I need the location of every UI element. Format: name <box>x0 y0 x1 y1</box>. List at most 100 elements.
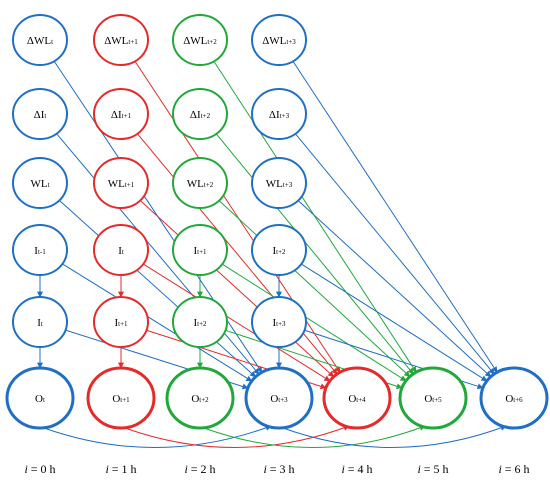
node-label: It+1 <box>193 245 207 257</box>
node-label-base: O <box>35 393 43 405</box>
node-label-base: O <box>348 393 356 405</box>
node-label-subscript: t+3 <box>278 396 288 404</box>
node-circle <box>251 296 307 348</box>
node-label-base: I <box>37 317 41 329</box>
node-WL0: WLt <box>12 157 68 209</box>
node-circle <box>93 296 149 348</box>
node-label-base: I <box>272 317 276 329</box>
node-label: Ot+5 <box>424 393 442 405</box>
node-circle <box>398 366 468 430</box>
time-label-var: i <box>263 462 266 476</box>
node-label-base: ΔI <box>190 109 201 121</box>
node-O3: Ot+3 <box>244 366 314 430</box>
node-circle <box>172 88 228 140</box>
node-label-subscript: t+4 <box>356 396 366 404</box>
node-label: It+2 <box>272 245 286 257</box>
time-label-3: i = 3 h <box>263 462 294 476</box>
edge-O0-to-O3 <box>43 425 272 448</box>
node-label: It+3 <box>272 317 286 329</box>
node-O6: Ot+6 <box>479 366 549 430</box>
node-circle <box>165 366 235 430</box>
node-label-base: O <box>270 393 278 405</box>
node-WL1: WLt+1 <box>93 157 149 209</box>
node-Ib0: It <box>12 296 68 348</box>
time-label-value: = 3 h <box>267 462 295 476</box>
node-label-base: I <box>118 245 122 257</box>
node-Ib3: It+3 <box>251 296 307 348</box>
node-O4: Ot+4 <box>322 366 392 430</box>
node-dWL3: ΔWLt+3 <box>251 14 307 66</box>
node-label: It <box>118 245 124 257</box>
edge-dI3-to-O6 <box>295 133 495 375</box>
edge-Ia0-to-O3 <box>62 263 253 382</box>
node-label-subscript: t+1 <box>122 112 132 120</box>
node-label-subscript: t <box>51 38 53 46</box>
node-label-base: WL <box>108 178 125 190</box>
time-label-0: i = 0 h <box>24 462 55 476</box>
node-Ia3: It+2 <box>251 224 307 276</box>
node-circle <box>93 88 149 140</box>
edge-WL2-to-O5 <box>218 200 411 378</box>
node-circle <box>172 157 228 209</box>
node-dWL0: ΔWLt <box>12 14 68 66</box>
time-label-2: i = 2 h <box>184 462 215 476</box>
node-label: It-1 <box>34 245 46 257</box>
node-circle <box>93 157 149 209</box>
edge-WL3-to-O6 <box>297 200 492 378</box>
node-circle <box>172 296 228 348</box>
node-label-base: I <box>193 245 197 257</box>
node-label: It+1 <box>114 317 128 329</box>
edge-dWL1-to-O4 <box>134 61 341 373</box>
node-label-subscript: t+1 <box>125 181 135 189</box>
node-label: Ot+1 <box>112 393 130 405</box>
node-label: Ot+3 <box>270 393 288 405</box>
node-label-subscript: t <box>41 320 43 328</box>
node-O1: Ot+1 <box>86 366 156 430</box>
node-label-base: I <box>114 317 118 329</box>
node-label-base: ΔWL <box>262 35 286 47</box>
time-label-var: i <box>184 462 187 476</box>
node-label: Ot+4 <box>348 393 366 405</box>
node-label-base: I <box>193 317 197 329</box>
edge-Ia2-to-O5 <box>221 263 407 382</box>
node-label-base: O <box>424 393 432 405</box>
node-label-subscript: t <box>43 396 45 404</box>
node-Ib2: It+2 <box>172 296 228 348</box>
node-label-subscript: t+1 <box>128 38 138 46</box>
node-label-subscript: t+6 <box>513 396 523 404</box>
node-label-base: I <box>34 245 38 257</box>
node-label-subscript: t+3 <box>280 112 290 120</box>
node-label-base: I <box>272 245 276 257</box>
node-label: ΔWLt <box>27 35 53 47</box>
node-label-subscript: t <box>48 181 50 189</box>
time-label-6: i = 6 h <box>498 462 529 476</box>
node-dI0: ΔIt <box>12 88 68 140</box>
node-label-subscript: t+2 <box>201 112 211 120</box>
time-label-5: i = 5 h <box>417 462 448 476</box>
time-label-var: i <box>498 462 501 476</box>
node-circle <box>244 366 314 430</box>
node-circle <box>12 224 68 276</box>
edge-dI2-to-O5 <box>215 133 414 375</box>
edge-O2-to-O5 <box>203 425 426 448</box>
node-dI1: ΔIt+1 <box>93 88 149 140</box>
node-label-subscript: t+5 <box>432 396 442 404</box>
node-label-base: O <box>505 393 513 405</box>
node-circle <box>172 224 228 276</box>
node-label-base: ΔWL <box>183 35 207 47</box>
node-label-subscript: t+1 <box>197 248 207 256</box>
node-label-base: O <box>191 393 199 405</box>
node-label-base: WL <box>187 178 204 190</box>
node-WL2: WLt+2 <box>172 157 228 209</box>
edge-O3-to-O6 <box>282 425 507 448</box>
node-circle <box>251 157 307 209</box>
node-circle <box>322 366 392 430</box>
time-label-value: = 1 h <box>109 462 137 476</box>
node-circle <box>93 14 149 66</box>
node-label-subscript: t+1 <box>120 396 130 404</box>
node-circle <box>12 88 68 140</box>
node-O2: Ot+2 <box>165 366 235 430</box>
node-label-subscript: t+2 <box>207 38 217 46</box>
node-circle <box>5 366 75 430</box>
